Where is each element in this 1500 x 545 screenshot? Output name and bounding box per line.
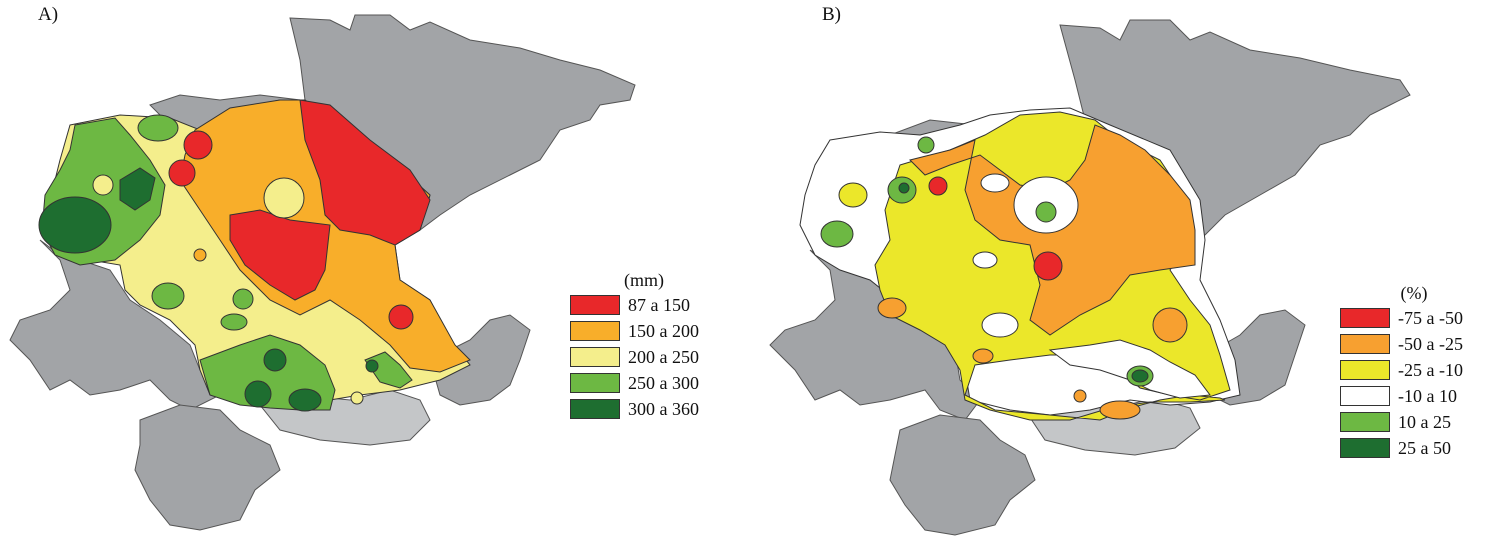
zone-300-360-spot: [244, 380, 272, 408]
zone-250-300-spot: [137, 114, 179, 142]
legend-label: 150 a 200: [628, 320, 699, 341]
legend-item: -10 a 10: [1340, 383, 1474, 409]
legend-label: -75 a -50: [1398, 307, 1463, 328]
legend-title: (mm): [624, 270, 664, 290]
zone-25-50-spot: [898, 182, 910, 194]
legend-label: 250 a 300: [628, 372, 699, 393]
legend-label: 25 a 50: [1398, 437, 1451, 458]
legend-swatch: [1340, 386, 1390, 406]
zone-250-300-spot: [220, 313, 248, 331]
legend-item: -50 a -25: [1340, 331, 1474, 357]
zone-150-200-spot: [193, 248, 207, 262]
legend-label: -50 a -25: [1398, 333, 1463, 354]
zone-10-25-spot: [1035, 201, 1057, 223]
legend-item: 10 a 25: [1340, 409, 1474, 435]
legend-label: -25 a -10: [1398, 359, 1463, 380]
legend-swatch: [570, 373, 620, 393]
rainfall-map: [9, 14, 636, 531]
zone-200-250-spot: [92, 174, 114, 196]
legend-swatch: [1340, 412, 1390, 432]
zone-neg50-neg25-spot: [877, 297, 907, 319]
legend-item: 300 a 360: [570, 396, 704, 422]
legend: (mm) 87 a 150 150 a 200 200 a 250 250 a …: [570, 270, 704, 422]
legend-label: -10 a 10: [1398, 385, 1457, 406]
legend-title: (%): [1400, 283, 1428, 303]
legend: (%) -75 a -50 -50 a -25 -25 a -10 -10 a …: [1340, 283, 1474, 461]
zone-neutral-spot: [980, 173, 1010, 193]
map-panel-a: A) (mm) 87 a 150 150 a 200 200 a 250 250…: [9, 4, 704, 531]
zone-250-300-spot: [232, 288, 254, 310]
zone-neg50-neg25-spot: [972, 348, 994, 364]
zone-300-360-west: [38, 196, 112, 254]
panel-label: A): [38, 4, 59, 25]
zone-250-300-se: [364, 351, 413, 389]
legend-item: 200 a 250: [570, 344, 704, 370]
legend-swatch: [570, 347, 620, 367]
anomaly-map: [769, 19, 1411, 536]
zone-87-150-spot: [388, 304, 414, 330]
zone-10-25-spot: [820, 220, 854, 248]
zone-neg25-neg10-spot: [838, 182, 868, 208]
zone-300-360-spot: [288, 388, 322, 412]
zone-87-150-east: [299, 99, 431, 246]
legend-item: 87 a 150: [570, 292, 704, 318]
zone-neg75-neg50-spot: [928, 176, 948, 196]
zone-neg50-neg25-spot: [1073, 389, 1087, 403]
legend-label: 300 a 360: [628, 398, 699, 419]
legend-swatch: [1340, 308, 1390, 328]
legend-swatch: [1340, 334, 1390, 354]
legend-item: -75 a -50: [1340, 305, 1474, 331]
legend-swatch: [1340, 360, 1390, 380]
zone-200-250-spot: [350, 391, 364, 405]
legend-item: 250 a 300: [570, 370, 704, 396]
zone-200-250-spot: [263, 177, 305, 219]
legend-label: 200 a 250: [628, 346, 699, 367]
zone-10-25-spot: [917, 136, 935, 154]
legend-swatch: [1340, 438, 1390, 458]
zone-25-50-spot: [1131, 369, 1149, 383]
zone-87-150-spot: [183, 130, 213, 160]
panel-label: B): [822, 4, 841, 25]
zone-neg50-neg25-spot: [1099, 400, 1141, 420]
legend-label: 10 a 25: [1398, 411, 1451, 432]
legend-swatch: [570, 295, 620, 315]
legend-item: 25 a 50: [1340, 435, 1474, 461]
map-panel-b: B) (%) -75 a -50 -50 a -25 -25 a -10 -10…: [750, 0, 1500, 545]
legend-item: 150 a 200: [570, 318, 704, 344]
zone-250-300-spot: [151, 282, 185, 310]
legend-swatch: [570, 399, 620, 419]
zone-neutral-spot: [972, 251, 998, 269]
zone-neg50-neg25-spot: [1152, 307, 1188, 343]
legend-swatch: [570, 321, 620, 341]
zone-neg75-neg50-spot: [1033, 251, 1063, 281]
zone-300-360-spot: [263, 348, 287, 372]
legend-item: -25 a -10: [1340, 357, 1474, 383]
zone-87-150-spot: [168, 159, 196, 187]
zone-300-360-spot: [365, 359, 379, 373]
zone-neutral-spot: [981, 312, 1019, 338]
legend-label: 87 a 150: [628, 294, 690, 315]
zone-300-360-spot: [119, 167, 156, 211]
